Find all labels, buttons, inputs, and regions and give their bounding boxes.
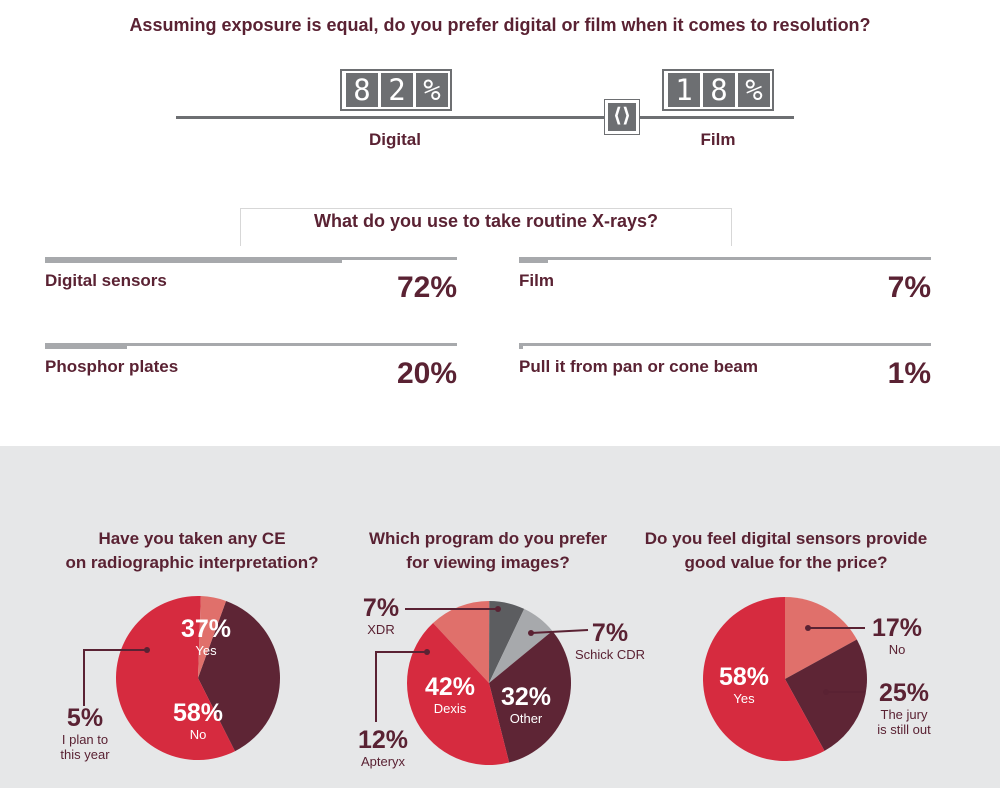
pie-program-slice-xdr [489,601,525,683]
slice-name: The jury [880,707,928,722]
stat-pan-cone-beam: Pull it from pan or cone beam 1% [519,343,931,403]
leader-ce-plan [83,649,147,706]
digital-label: Digital [369,130,421,149]
pie-program-xdr-label: 7% XDR [348,594,414,637]
pie-ce-yes-label: 37% Yes [166,615,246,658]
slice-pct: 5% [66,704,104,732]
pie-value-yes-label: 58% Yes [704,663,784,706]
stat-label: Pull it from pan or cone beam [519,357,758,376]
digit: 8 [346,73,378,107]
q2-title-frame [240,208,732,246]
digit: % [416,73,448,107]
pie-program-other-label: 32% Other [486,683,566,726]
slice-pct: 42% [424,673,476,701]
pie-value-title: Do you feel digital sensors provide good… [636,527,936,575]
pie-program-dexis-label: 42% Dexis [410,673,490,716]
pie-ce-no-label: 58% No [158,699,238,742]
slice-name: No [189,727,207,742]
pie-value-jury-label: 25% The jury is still out [866,679,942,737]
digit: 1 [668,73,700,107]
stat-track [45,343,457,346]
pie-ce-title: Have you taken any CE on radiographic in… [42,527,342,575]
pie-ce-plan-label: 5% I plan to this year [45,704,125,762]
slice-pct: 37% [180,615,232,643]
stat-value: 7% [887,271,931,304]
slice-name: Yes [195,643,217,658]
title-line: Do you feel digital sensors provide [644,529,928,548]
slice-name: Apteryx [360,754,406,769]
pie-program-slice-schick-cdr [489,608,553,683]
pie-program-slice-other [489,630,571,763]
pie-ce-slice-yes [198,600,280,752]
pie-program-schick-label: 7% Schick CDR [574,619,646,662]
title-line: good value for the price? [684,553,888,572]
title-line: on radiographic interpretation? [65,553,319,572]
slice-pct: 7% [591,619,629,647]
slice-name: is still out [877,722,931,737]
q1-title: Assuming exposure is equal, do you prefe… [129,15,871,35]
slice-name: Yes [733,691,755,706]
slice-pct: 25% [878,679,930,707]
slider-handle-icon: ⟨⟩ [605,100,639,134]
stat-phosphor-plates: Phosphor plates 20% [45,343,457,403]
slice-name: Schick CDR [574,647,646,662]
stat-fill [45,257,342,263]
slice-name: this year [60,747,110,762]
leader-value-no-dot [805,625,811,631]
slice-pct: 17% [871,614,923,642]
pie-program-apteryx-label: 12% Apteryx [348,726,418,769]
stat-label: Film [519,271,554,290]
stat-value: 72% [396,271,457,304]
digit: 2 [381,73,413,107]
slice-name: Other [509,711,543,726]
stat-fill [519,343,524,349]
pie-ce-slice-i-plan-to-this-year [198,596,227,678]
slice-name: Dexis [433,701,467,716]
leader-program-xdr-dot [495,606,501,612]
stat-film: Film 7% [519,257,931,317]
pie-program-slice-apteryx [433,600,490,683]
pie-program-title: Which program do you prefer for viewing … [338,527,638,575]
stat-fill [45,343,128,349]
stat-track [519,257,931,260]
slice-pct: 12% [357,726,409,754]
comparison-slider-track [176,116,794,119]
digit: % [738,73,770,107]
stat-value: 20% [396,357,457,390]
stat-digital-sensors: Digital sensors 72% [45,257,457,317]
pie-ce-slice-no [116,596,235,760]
leader-program-apteryx-dot [424,649,430,655]
title-line: Which program do you prefer [368,529,608,548]
film-percent-display: 1 8 % [662,69,774,111]
q2-title: What do you use to take routine X-rays? [313,211,659,231]
stat-track [519,343,931,346]
stat-value: 1% [887,357,931,390]
slice-pct: 58% [718,663,770,691]
slice-name: No [888,642,906,657]
leader-ce-plan-dot [144,647,150,653]
pie-value-slice-no [785,597,857,679]
title-line: for viewing images? [406,553,570,572]
pie-value-slice-the-jury-is-still-out [785,639,867,751]
slice-name: I plan to [61,732,109,747]
slice-pct: 58% [172,699,224,727]
slice-pct: 7% [362,594,400,622]
pie-value-slice-yes [703,597,825,761]
digit: 8 [703,73,735,107]
leader-program-schick [530,629,589,634]
leader-value-jury-dot [823,689,829,695]
pie-program-slice-dexis [407,623,510,765]
slice-name: XDR [367,622,395,637]
film-label: Film [700,130,736,149]
digital-percent-display: 8 2 % [340,69,452,111]
pie-value-no-label: 17% No [862,614,932,657]
slice-pct: 32% [500,683,552,711]
stat-fill [519,257,548,263]
title-line: Have you taken any CE [98,529,286,548]
stat-label: Phosphor plates [45,357,179,376]
stat-label: Digital sensors [45,271,167,290]
leader-program-apteryx [375,651,427,722]
leader-program-schick-dot [528,630,534,636]
